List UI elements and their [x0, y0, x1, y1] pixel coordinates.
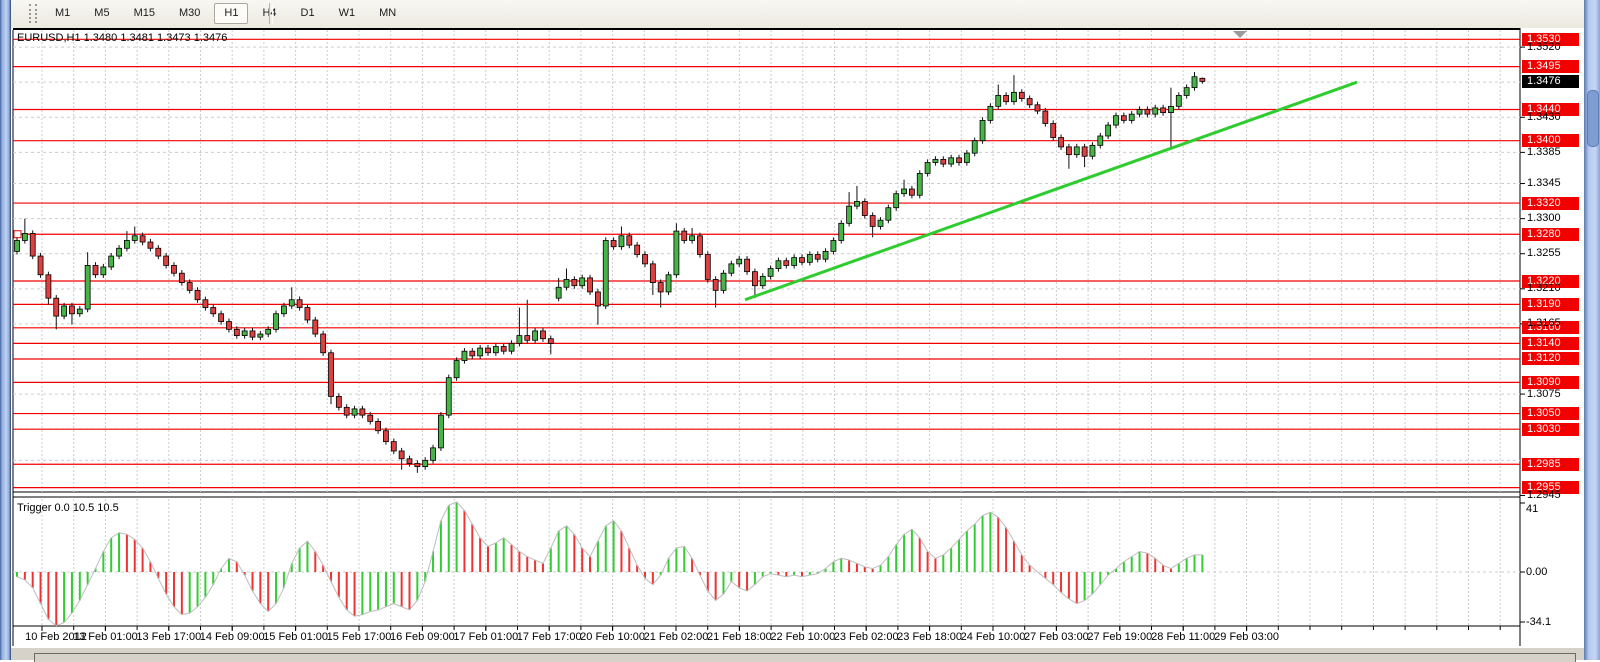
- trendline[interactable]: [744, 80, 1358, 302]
- chart-title: EURUSD,H1 1.3480 1.3481 1.3473 1.3476: [17, 32, 228, 44]
- candles-layer: [14, 72, 1206, 473]
- shift-marker-icon: [1233, 31, 1247, 38]
- price-axis-label: 1.2945: [1527, 488, 1561, 501]
- indicator-axis-label: 0.00: [1526, 566, 1548, 578]
- time-axis-label: 21 Feb 18:00: [706, 631, 772, 643]
- time-axis-label: 17 Feb 01:00: [453, 631, 519, 643]
- time-axis-label: 27 Feb 03:00: [1023, 631, 1089, 643]
- timeframe-button-m1[interactable]: M1: [55, 7, 71, 19]
- timeframe-button-h1[interactable]: H1: [214, 3, 249, 24]
- time-axis-label: 21 Feb 02:00: [643, 631, 709, 643]
- time-axis-label: 13 Feb 01:00: [72, 631, 138, 643]
- time-axis-label: 28 Feb 11:00: [1151, 631, 1216, 643]
- price-level-label: 1.3190: [1522, 297, 1579, 311]
- time-axis-label: 23 Feb 18:00: [897, 631, 963, 643]
- time-axis-label: 27 Feb 19:00: [1087, 631, 1153, 643]
- price-level-label: 1.3140: [1522, 336, 1579, 350]
- time-axis-label: 23 Feb 02:00: [833, 631, 899, 643]
- chart-canvas[interactable]: [11, 28, 1584, 648]
- price-axis-label: 1.3520: [1527, 40, 1561, 53]
- price-level-label: 1.2985: [1522, 457, 1579, 471]
- price-level-label: 1.3030: [1522, 422, 1579, 436]
- timeframe-button-m30[interactable]: M30: [178, 7, 201, 19]
- window-right-border: [1584, 0, 1600, 660]
- price-level-label: 1.3120: [1522, 352, 1579, 366]
- price-axis-label: 1.3300: [1527, 212, 1561, 225]
- time-axis-label: 24 Feb 10:00: [960, 631, 1026, 643]
- price-level-label: 1.3280: [1522, 227, 1579, 241]
- time-axis-label: 17 Feb 17:00: [516, 631, 582, 643]
- price-level-label: 1.2955: [1522, 481, 1579, 495]
- timeframe-toolbar: M1 M5 M15 M30 H1 H4 D1 W1 MN: [11, 0, 1584, 29]
- timeframe-button-d1[interactable]: D1: [300, 7, 315, 19]
- price-level-label: 1.3220: [1522, 274, 1579, 288]
- time-axis-label: 22 Feb 10:00: [770, 631, 836, 643]
- price-level-label: 1.3160: [1522, 321, 1579, 335]
- price-axis-label: 1.3385: [1527, 145, 1561, 158]
- time-axis-label: 20 Feb 10:00: [580, 631, 646, 643]
- timeframe-button-m15[interactable]: M15: [133, 7, 155, 19]
- time-axis-label: 29 Feb 03:00: [1214, 631, 1280, 643]
- price-axis-label: 1.3255: [1527, 247, 1561, 260]
- price-level-label: 1.3320: [1522, 196, 1579, 210]
- indicator-axis-label: 41: [1526, 503, 1539, 515]
- timeframe-button-m5[interactable]: M5: [94, 7, 110, 19]
- price-axis-label: 1.3165: [1527, 317, 1561, 330]
- timeframe-button-w1[interactable]: W1: [338, 7, 356, 19]
- price-axis-label: 1.3430: [1527, 110, 1561, 123]
- indicator-title: Trigger 0.0 10.5 10.5: [17, 502, 119, 514]
- timeframe-button-mn[interactable]: MN: [379, 7, 397, 19]
- time-axis-label: 16 Feb 09:00: [389, 631, 455, 643]
- price-level-label: 1.3495: [1522, 60, 1579, 74]
- price-level-label: 1.3400: [1522, 134, 1579, 148]
- time-axis-label: 10 Feb 2012: [25, 631, 87, 643]
- toolbar-separator: [269, 3, 273, 24]
- scrollbar-thumb[interactable]: [1587, 90, 1599, 147]
- price-level-label: 1.3050: [1522, 407, 1579, 421]
- price-axis-label: 1.3345: [1527, 177, 1561, 190]
- time-axis-label: 14 Feb 09:00: [199, 631, 265, 643]
- window-left-border: [0, 0, 11, 660]
- price-level-label: 1.3090: [1522, 375, 1579, 389]
- next-panel-edge: [34, 653, 1576, 662]
- indicator-axis-label: -34.1: [1526, 616, 1552, 628]
- price-axis-label: 1.3210: [1527, 282, 1561, 295]
- price-level-label: 1.3440: [1522, 102, 1579, 116]
- bottom-window-strip: [11, 648, 1584, 662]
- price-axis-label: 1.3075: [1527, 387, 1561, 400]
- time-axis-label: 13 Feb 17:00: [136, 631, 202, 643]
- time-axis-label: 15 Feb 01:00: [263, 631, 329, 643]
- price-level-label: 1.3530: [1522, 32, 1579, 46]
- toolbar-drag-handle-icon[interactable]: [29, 4, 37, 23]
- time-axis-label: 15 Feb 17:00: [326, 631, 392, 643]
- current-price-label: 1.3476: [1522, 74, 1579, 88]
- level-drag-handle[interactable]: [13, 230, 22, 239]
